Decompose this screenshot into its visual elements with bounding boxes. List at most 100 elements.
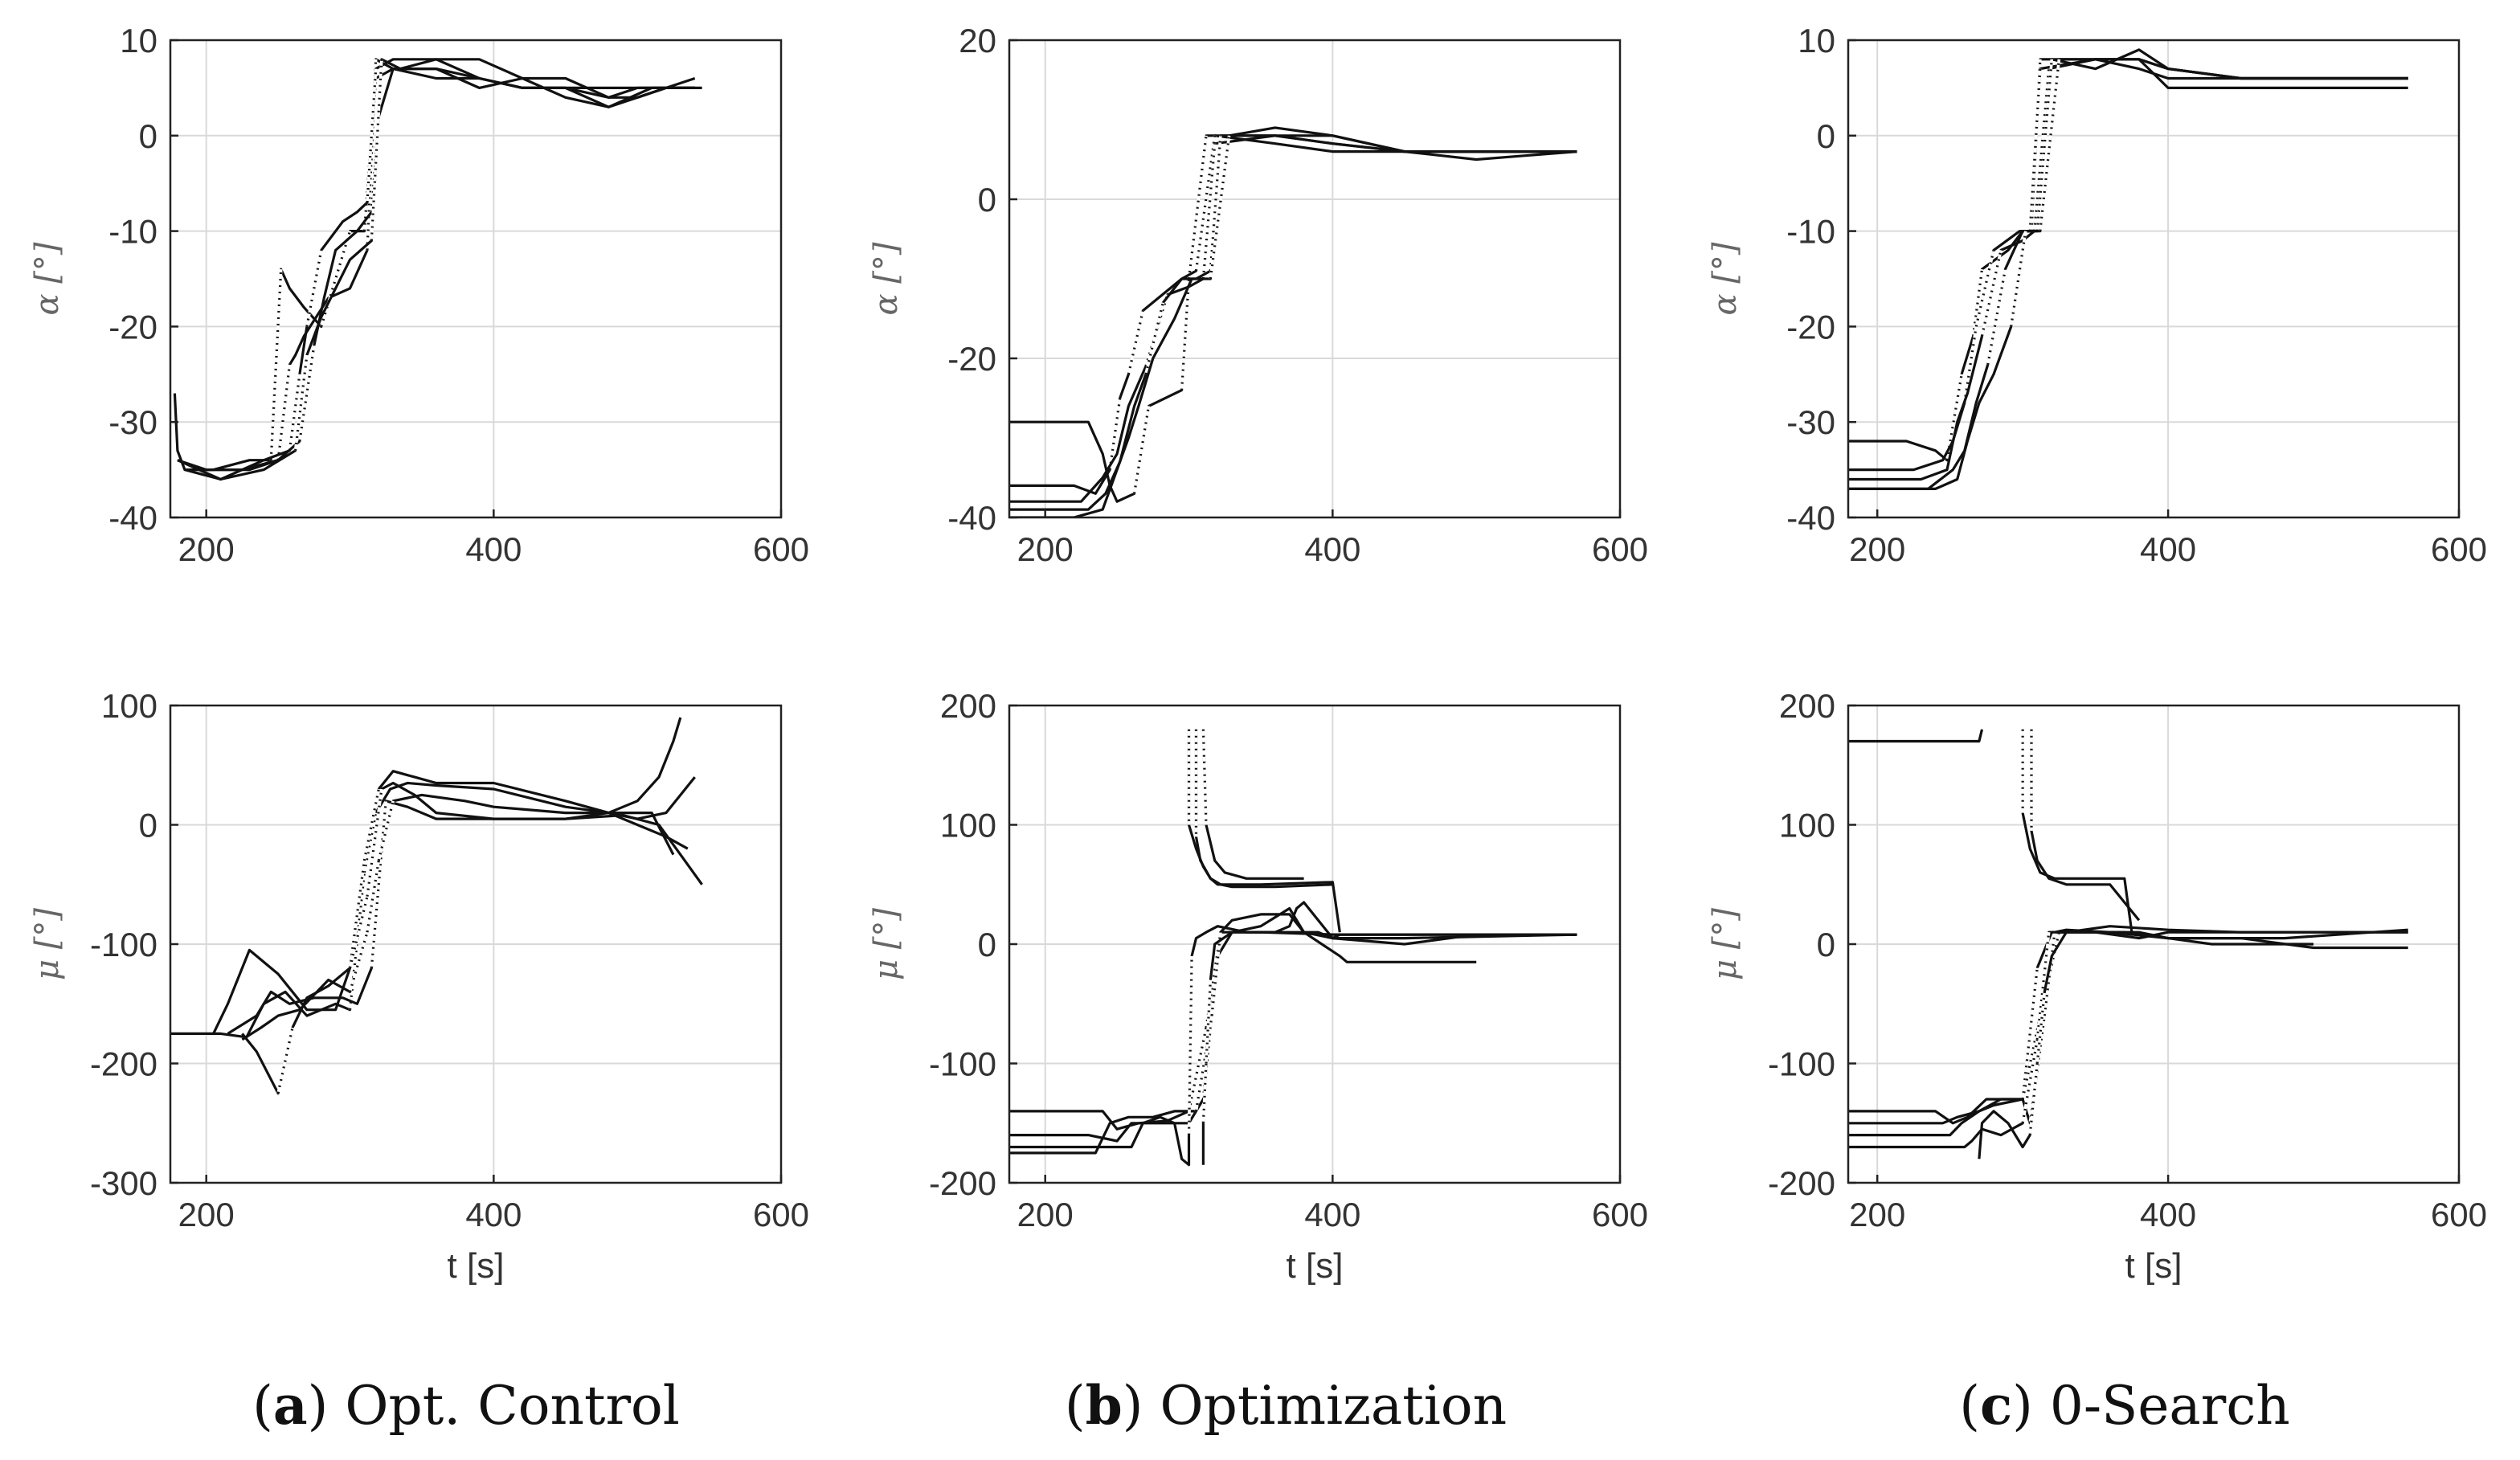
panel-c-row1-series-1 [1848,58,2408,462]
panel-c-row2-series-1 [1848,729,1984,743]
panel-b-row2-ytick-label-0: 0 [978,926,996,963]
panel-a-row2-xlabel: t [s] [448,1246,505,1286]
caption-c-text: 0-Search [2050,1375,2290,1437]
panel-c-row2-ytick-label--100: -100 [1768,1045,1835,1083]
panel-c-row1-ytick-label--30: -30 [1786,403,1835,441]
panel-b-row2-ytick-label-200: 200 [940,687,996,725]
panel-b-row1-series-1-gap-1 [1180,278,1191,391]
panel-c-row2-ytick-label-200: 200 [1779,687,1835,725]
panel-a-row1-ytick-label--40: -40 [108,499,158,537]
panel-a-row1-ytick-label--20: -20 [108,308,158,346]
panel-c-row1-ytick-label--20: -20 [1786,308,1835,346]
panel-a-row2-series-5-gap-2 [377,800,395,861]
panel-b-row1-series-1-gap-0 [1132,406,1151,494]
panel-c-row1-series-2-transition-2 [2028,68,2042,231]
panel-a-row1-xtick-label-600: 600 [753,530,809,568]
svg-text:(c) 0-Search: (c) 0-Search [1959,1374,2290,1437]
panel-c-row1-series-3-transition-1 [2033,68,2051,231]
panel-b-row2-series-6 [1194,729,1333,889]
panel-b-row1-frame [1008,39,1622,519]
panel-b-row1-ytick-label--40: -40 [947,499,996,537]
panel-a-row1-ytick-label--30: -30 [108,403,158,441]
panel-c-row2: 200 400 600 -200 -100 0 100 200 μ [°] t [s] [1707,687,2487,1286]
panel-b-row2-ylabel: μ [°] [868,908,905,980]
panel-b-row1-series-1 [1009,134,1577,503]
panel-a-row2-series-2-gap-1 [362,788,381,861]
panel-a-row1-series-1-gap-0 [276,364,292,460]
panel-c-row1-series-4-gap-0 [1986,268,2007,366]
panel-a-row1-xtick-label-200: 200 [178,530,235,568]
panel-c-row2-series-5 [1848,930,2408,1149]
panel-c-row1-xtick-label-400: 400 [2140,530,2196,568]
panel-a-row1-ytick-label--10: -10 [108,213,158,251]
panel-c-row2-series-4 [1848,928,2313,1137]
panel-a-row2-xtick-label-600: 600 [753,1196,809,1233]
panel-b-row2-series-1 [1009,901,1577,1143]
panel-a-row1-series-2-gap-0 [269,269,283,460]
panel-b-row2-series-7-gap-0 [1201,729,1208,825]
panel-a-row2-series-4 [227,800,675,1035]
caption-b-label: b [1086,1374,1123,1437]
caption-b: (b) Optimization [1065,1374,1507,1437]
panel-c-row1-series-2-transition-1 [1974,250,1995,327]
panel-b-row1-series-5-transition-0 [1209,135,1231,280]
panel-c-row1-series-5-gap-0 [2009,231,2027,327]
panel-a-row2-series-3-gap-1 [348,896,369,969]
panel-a-row1-series-3-transition-1 [305,250,323,327]
caption-c-paren-open: ( [1959,1375,1980,1437]
panel-a-row2-ytick-label-0: 0 [139,807,158,845]
panel-c-row1-series-2 [1848,58,2408,472]
panel-b-row2-series-8-transition-1 [1205,979,1212,1064]
panel-b-row1-series-5 [1009,126,1577,517]
panel-b-row2-xlabel: t [s] [1287,1246,1344,1286]
panel-c-row1-series-5 [1848,58,2408,491]
panel-c-row1-frame [1847,39,2461,519]
panel-a-row2-series-3 [241,781,703,1095]
panel-b-row2-series-8 [1201,930,1577,1165]
panel-b-row2: 200 400 600 -200 -100 0 100 200 μ [°] t [s] [868,687,1648,1286]
panel-b-row1-series-2 [1009,134,1577,495]
panel-c-row2-series-3 [1848,928,2408,1125]
panel-b-row2-series-group [1009,729,1577,1167]
panel-a-row1-series-4-gap-0 [298,345,316,442]
panel-c-row1-series-4 [1848,48,2408,491]
panel-b-row1-series-2-gap-0 [1108,398,1122,470]
panel-c-row1-xtick-label-600: 600 [2431,530,2487,568]
panel-c-row1-series-group [1848,48,2408,491]
panel-a-row2-series-1 [170,717,682,1039]
panel-a-row2-series-5 [241,793,689,1041]
panel-a-row2-series-5-gap-1 [366,860,381,933]
panel-b-row1-xtick-label-400: 400 [1304,530,1360,568]
panel-b-row2-xtick-label-400: 400 [1304,1196,1360,1233]
caption-b-text: Optimization [1160,1375,1507,1437]
caption-b-paren-open: ( [1065,1375,1086,1437]
panel-a-row1-frame [169,39,783,519]
panel-b-row2-series-3-gap-0 [1194,1015,1213,1112]
panel-b-row2-xtick-label-600: 600 [1592,1196,1648,1233]
caption-a: (a) Opt. Control [252,1374,680,1437]
panel-a-row2-ytick-label--200: -200 [90,1045,158,1083]
panel-b-row2-series-4-transition-0 [1187,955,1193,1135]
panel-a-row1-series-3 [177,58,695,481]
panel-b-row2-xtick-label-200: 200 [1017,1196,1074,1233]
panel-b-row1-series-3-gap-1 [1201,143,1217,280]
panel-a-row2-series-4-transition-0 [370,800,387,968]
panel-b-row2-series-3 [1009,913,1477,1155]
svg-text:(a) Opt. Control: (a) Opt. Control [252,1374,680,1437]
panel-c-row2-series-6 [2021,729,2133,933]
panel-c-row1-series-5-gap-1 [2039,59,2061,231]
panel-c-row2-series-5-transition-1 [2035,931,2051,1040]
panel-a-row1-series-2-gap-1 [320,231,352,327]
panel-a-row1-series-5-transition-1 [370,59,383,241]
panel-a-row1-series-group [173,58,702,481]
panel-a-row2-ytick-label--300: -300 [90,1164,158,1202]
panel-c-row2-series-5-transition-0 [2021,1039,2039,1124]
panel-a-row1-xtick-label-400: 400 [465,530,522,568]
panel-a-row2-series-2 [212,770,696,1035]
panel-c-row2-series-2-transition-0 [2021,967,2039,1100]
panel-b-row2-series-2 [1009,906,1577,1131]
panel-b-row1-series-2-gap-2 [1194,135,1217,272]
panel-b-row1-xtick-label-600: 600 [1592,530,1648,568]
panel-b-row1-series-4-gap-1 [1209,135,1222,272]
panel-a-row1-series-5 [173,58,696,481]
